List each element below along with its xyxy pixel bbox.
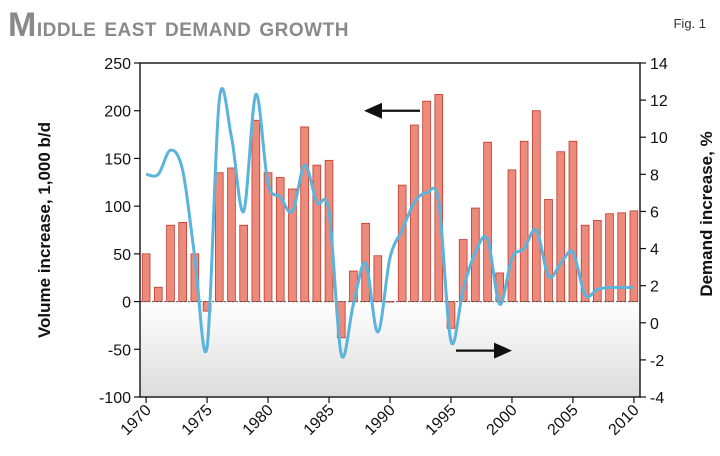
bar-1992 — [410, 124, 419, 302]
y-tick-label: 100 — [104, 199, 131, 216]
x-tick-label: 2005 — [545, 402, 582, 439]
negative-region — [140, 301, 640, 397]
y2-tick-label: 10 — [650, 130, 668, 147]
bar-2005 — [568, 140, 578, 302]
y2-axis-label: Demand increase, % — [697, 131, 716, 296]
bar-1973 — [178, 221, 187, 302]
y-tick-label: 0 — [122, 295, 131, 312]
bar-1976 — [214, 172, 224, 302]
bar-1991 — [397, 184, 407, 302]
bar-1970 — [141, 253, 151, 302]
y2-tick-label: -2 — [650, 353, 664, 370]
chart-title: Middle east demand growth — [8, 6, 349, 44]
y-tick-label: 200 — [104, 104, 131, 121]
y-axis-label: Volume increase, 1,000 b/d — [35, 122, 54, 338]
bar-1971 — [153, 286, 163, 302]
demand-line — [145, 87, 634, 359]
bar-1998 — [483, 141, 492, 302]
y2-tick-label: 2 — [650, 279, 659, 296]
y2-tick-label: 0 — [650, 316, 659, 333]
y2-tick-label: 8 — [650, 167, 659, 184]
bar-1972 — [166, 224, 175, 302]
y2-tick-label: 14 — [650, 56, 668, 73]
figure-label: Fig. 1 — [673, 16, 706, 31]
y2-tick-label: -4 — [650, 390, 664, 407]
y-tick-label: 250 — [104, 56, 131, 73]
bar-1979 — [251, 119, 261, 302]
bar-2000 — [507, 169, 517, 302]
bar-2003 — [544, 199, 553, 302]
right-axis-arrow-head — [494, 342, 512, 359]
x-tick-label: 1990 — [362, 402, 399, 439]
bar-1993 — [422, 100, 431, 302]
y-tick-label: -100 — [99, 390, 131, 407]
x-tick-label: 1995 — [423, 402, 460, 439]
bar-1978 — [239, 224, 248, 302]
bar-1989 — [373, 255, 383, 302]
x-tick-label: 1970 — [118, 402, 155, 439]
y2-tick-label: 6 — [650, 204, 659, 221]
x-tick-label: 1985 — [301, 402, 338, 439]
left-axis-arrow-head — [364, 102, 382, 119]
bar-1977 — [227, 167, 236, 302]
y2-tick-label: 4 — [650, 242, 659, 259]
x-tick-label: 1975 — [179, 402, 216, 439]
x-tick-label: 1980 — [240, 402, 277, 439]
y-tick-label: 50 — [113, 247, 131, 264]
bar-2002 — [532, 110, 541, 302]
bar-2004 — [556, 151, 566, 302]
y-tick-label: -50 — [108, 342, 131, 359]
x-tick-label: 2000 — [484, 402, 521, 439]
y-tick-label: 150 — [104, 151, 131, 168]
x-tick-label: 2010 — [606, 402, 643, 439]
bar-1983 — [300, 126, 309, 302]
bar-1984 — [312, 164, 322, 302]
y2-tick-label: 12 — [650, 93, 668, 110]
bar-2001 — [519, 140, 529, 302]
